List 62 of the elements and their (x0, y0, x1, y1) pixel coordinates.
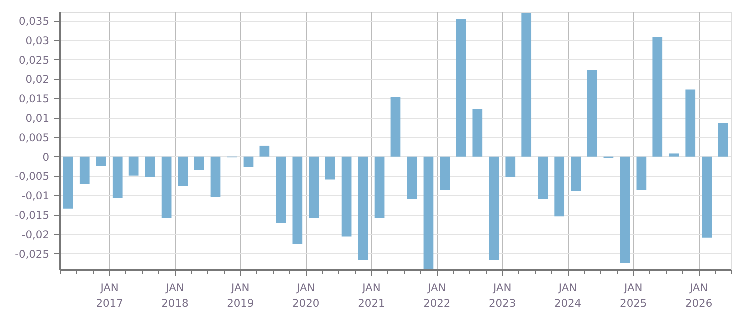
bar (636, 156, 647, 190)
bar (276, 156, 286, 224)
bar (686, 90, 696, 157)
bar (424, 156, 434, 270)
bar (145, 156, 156, 177)
x-tick-label: JAN 2022 (424, 282, 451, 310)
bar (522, 13, 532, 157)
bar (325, 156, 336, 180)
x-tick-label: JAN 2024 (554, 282, 582, 310)
bar (440, 156, 450, 190)
bar (489, 156, 500, 260)
y-tick-label: 0,005 (18, 131, 50, 144)
bar (358, 156, 368, 260)
bar (702, 156, 712, 238)
x-tick-label: JAN 2019 (227, 282, 254, 310)
y-tick-label: -0,015 (15, 209, 50, 222)
y-tick-label: -0,005 (15, 170, 50, 184)
bar (96, 156, 106, 166)
x-tick-label: JAN 2023 (489, 282, 516, 310)
x-tick-label: JAN 2026 (685, 282, 713, 310)
bar (456, 19, 466, 157)
bar (194, 156, 204, 170)
x-tick-label: JAN 2018 (162, 282, 190, 310)
y-tick-label: 0 (42, 150, 50, 164)
bar (162, 156, 172, 219)
bar (652, 37, 663, 157)
bar (292, 156, 303, 245)
bar (718, 123, 728, 157)
bar (210, 156, 221, 198)
bar (587, 70, 598, 157)
bar (669, 154, 680, 157)
bar (554, 156, 565, 217)
bar (80, 156, 90, 184)
y-tick-label: -0,02 (22, 228, 50, 242)
bar (309, 156, 320, 219)
x-tick-label: JAN 2017 (96, 282, 124, 310)
bar (128, 156, 139, 176)
bar (178, 156, 188, 186)
y-tick-label: 0,015 (18, 92, 50, 106)
bar (538, 156, 548, 200)
bar (390, 97, 401, 157)
bar (472, 109, 483, 157)
y-tick-label: 0,03 (26, 34, 50, 48)
bar (342, 156, 352, 237)
y-tick-label: 0,035 (18, 15, 50, 28)
bar (244, 156, 254, 168)
bar (407, 156, 418, 200)
bar (506, 156, 516, 177)
bar (571, 156, 582, 192)
x-tick-label: JAN 2020 (292, 282, 320, 310)
x-tick-label: JAN 2025 (620, 282, 648, 310)
y-tick-label: 0,025 (18, 54, 50, 67)
bar (63, 156, 74, 209)
bar (620, 156, 630, 264)
bar (112, 156, 123, 198)
x-tick-label: JAN 2021 (358, 282, 386, 310)
y-tick-label: -0,01 (22, 190, 50, 203)
bar (374, 156, 385, 219)
y-tick-label: 0,02 (26, 73, 50, 86)
y-tick-label: -0,025 (15, 248, 50, 261)
y-tick-label: 0,01 (26, 112, 50, 126)
bar (260, 146, 270, 157)
